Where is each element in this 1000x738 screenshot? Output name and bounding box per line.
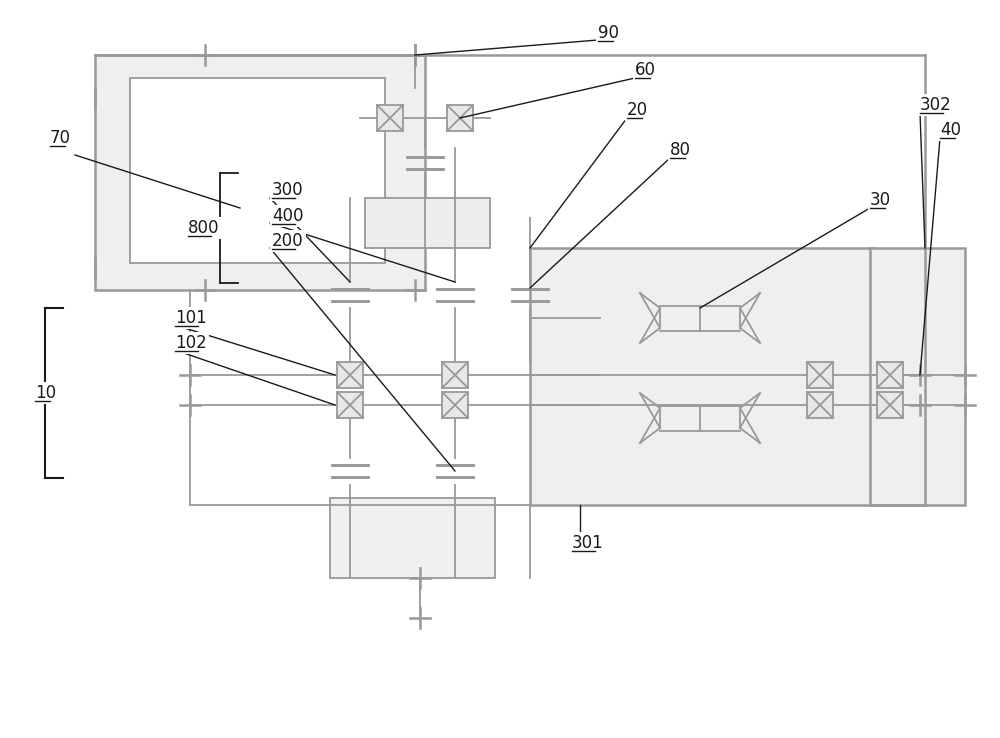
Bar — [877, 362, 903, 388]
Text: 10: 10 — [35, 384, 56, 402]
Bar — [337, 362, 363, 388]
Bar — [337, 392, 363, 418]
Text: 60: 60 — [635, 61, 656, 79]
Bar — [807, 392, 833, 418]
Bar — [330, 498, 495, 578]
Text: 400: 400 — [272, 207, 304, 225]
Text: 302: 302 — [920, 96, 952, 114]
Text: 200: 200 — [272, 232, 304, 250]
Bar — [877, 392, 903, 418]
Text: 20: 20 — [627, 101, 648, 119]
Bar — [377, 105, 403, 131]
Bar — [442, 362, 468, 388]
Text: 101: 101 — [175, 309, 207, 327]
Bar — [130, 78, 385, 263]
Text: 80: 80 — [670, 141, 691, 159]
Bar — [442, 392, 468, 418]
Text: 102: 102 — [175, 334, 207, 352]
Text: 90: 90 — [598, 24, 619, 42]
Text: 300: 300 — [272, 181, 304, 199]
Bar — [95, 55, 425, 290]
Bar — [447, 105, 473, 131]
Text: 40: 40 — [940, 121, 961, 139]
Text: 30: 30 — [870, 191, 891, 209]
Text: 800: 800 — [188, 219, 220, 237]
Bar — [530, 248, 875, 505]
Text: 70: 70 — [50, 129, 71, 147]
Text: 301: 301 — [572, 534, 604, 552]
Bar — [807, 362, 833, 388]
Bar — [870, 248, 965, 505]
Bar — [365, 198, 490, 248]
